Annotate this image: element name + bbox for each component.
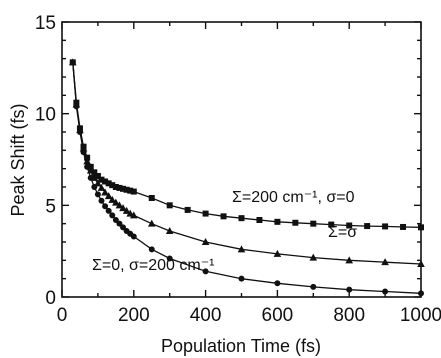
data-point	[310, 284, 316, 290]
axis-ticks	[62, 22, 421, 297]
y-tick-label: 10	[35, 105, 56, 126]
data-point	[418, 224, 424, 230]
y-tick-label: 5	[45, 196, 56, 217]
x-axis-label: Population Time (fs)	[161, 336, 321, 356]
data-point	[149, 246, 155, 252]
data-point	[310, 221, 316, 227]
data-point	[148, 220, 156, 227]
x-tick-label: 600	[262, 305, 294, 326]
data-point	[185, 207, 191, 213]
data-point	[81, 149, 87, 155]
plot-frame	[62, 22, 421, 297]
data-point	[400, 224, 406, 230]
x-tick-label: 800	[333, 305, 365, 326]
y-tick-label: 15	[35, 13, 56, 34]
data-point	[364, 223, 370, 229]
series-triangle	[69, 58, 425, 267]
data-point	[346, 287, 352, 293]
data-point	[221, 213, 227, 219]
data-point	[239, 215, 245, 221]
data-point	[274, 219, 280, 225]
data-point	[239, 276, 245, 282]
annotation-sigma-200-sigma-0: Σ=200 cm⁻¹, σ=0	[232, 189, 355, 206]
data-point	[418, 290, 424, 296]
data-point	[131, 234, 137, 240]
data-point	[149, 195, 155, 201]
data-point	[77, 129, 83, 135]
data-point	[382, 289, 388, 295]
x-tick-label: 1000	[400, 305, 441, 326]
x-tick-label: 0	[57, 305, 68, 326]
data-point	[274, 280, 280, 286]
y-axis-label: Peak Shift (fs)	[8, 103, 28, 216]
data-point	[73, 103, 79, 109]
data-point	[88, 175, 94, 181]
data-point	[98, 198, 104, 204]
data-point	[382, 223, 388, 229]
annotation-sigma-0-sigma-200: Σ=0, σ=200 cm⁻¹	[92, 257, 214, 274]
data-point	[203, 211, 209, 217]
x-tick-label: 200	[118, 305, 150, 326]
x-tick-label: 400	[190, 305, 222, 326]
data-point	[84, 164, 90, 170]
data-point	[95, 191, 101, 197]
data-point	[131, 189, 137, 195]
y-tick-label: 0	[45, 288, 56, 309]
data-point	[256, 217, 262, 223]
data-point	[167, 202, 173, 208]
series-line	[73, 62, 421, 264]
data-point	[70, 59, 76, 65]
data-point	[91, 184, 97, 190]
data-point	[292, 220, 298, 226]
annotation-sigma-equal: Σ=σ	[328, 224, 357, 241]
